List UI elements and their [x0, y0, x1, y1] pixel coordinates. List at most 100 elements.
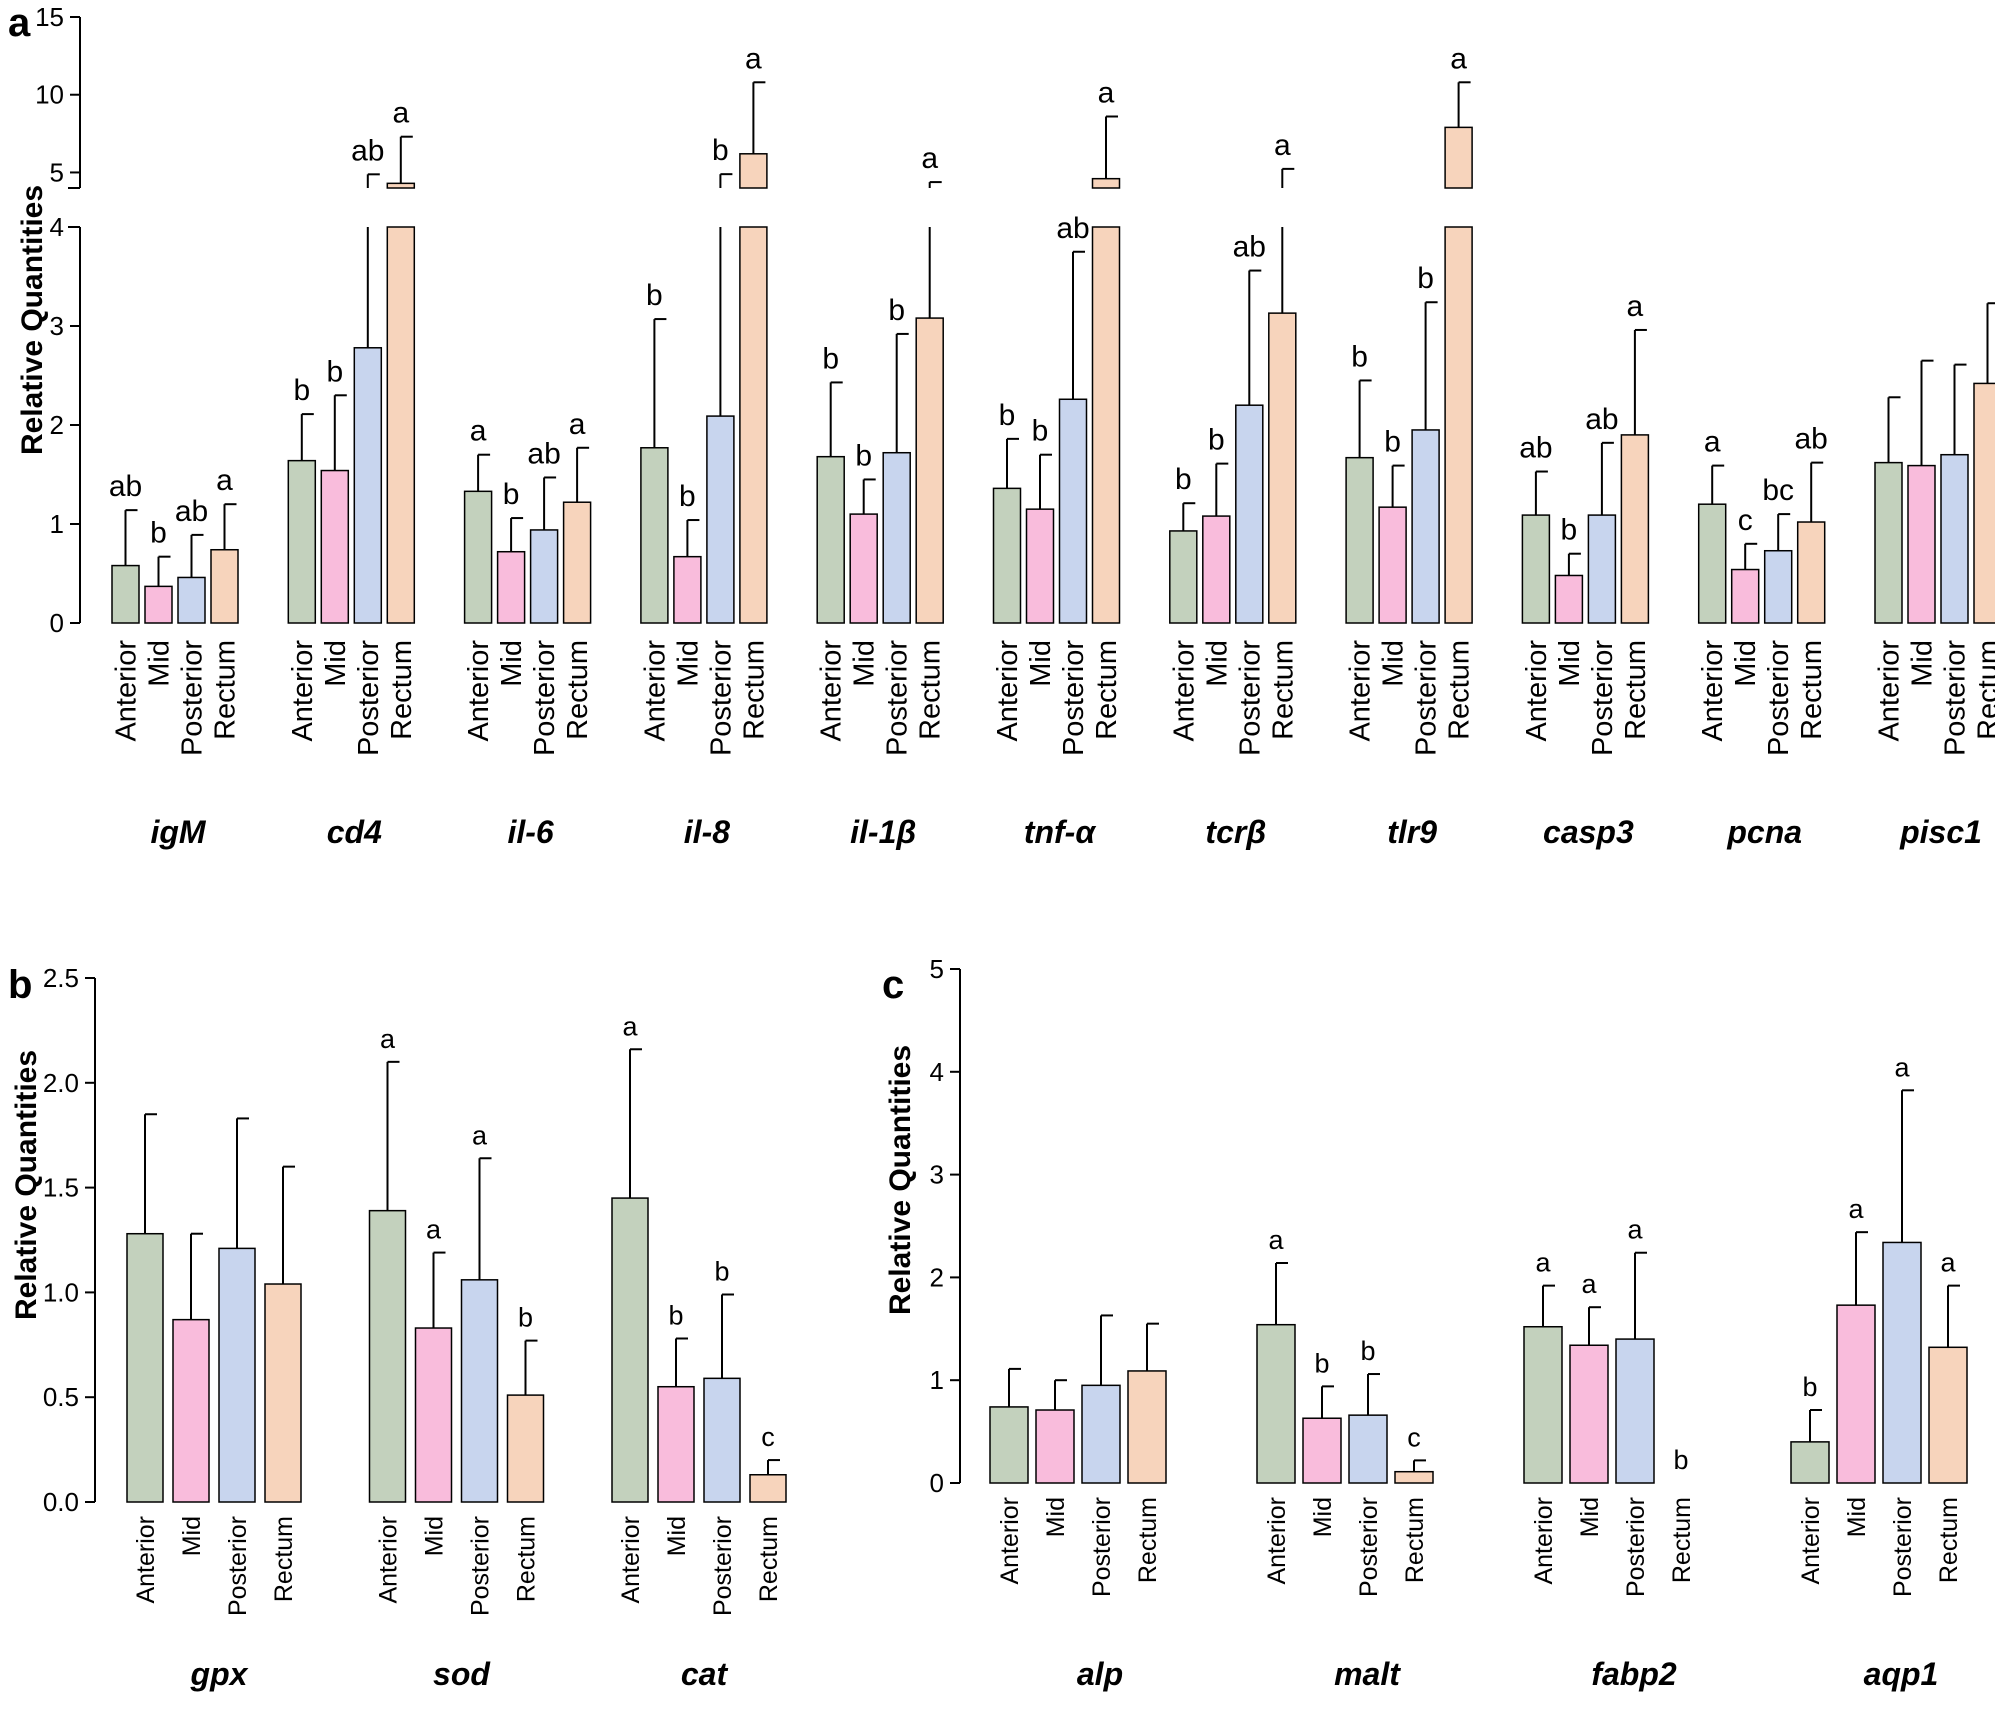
category-label-posterior: Posterior: [529, 640, 561, 756]
category-label-anterior: Anterior: [375, 1516, 403, 1604]
category-label-mid: Mid: [849, 640, 881, 687]
category-label-posterior: Posterior: [1058, 640, 1090, 756]
category-label-mid: Mid: [1907, 640, 1939, 687]
category-label-posterior: Posterior: [1587, 640, 1619, 756]
category-label-posterior: Posterior: [709, 1516, 737, 1616]
sig-label-aqp1-posterior: a: [1894, 1052, 1910, 1082]
sig-label-casp3-mid: b: [1561, 514, 1578, 547]
panel-c-y-tick-label: 4: [930, 1057, 944, 1087]
category-label-anterior: Anterior: [287, 640, 319, 742]
sig-label-il-6-mid: b: [503, 478, 520, 511]
gene-label-il-8: il-8: [684, 814, 730, 850]
sig-label-cat-anterior: a: [622, 1011, 638, 1041]
bar-pisc1-mid: [1907, 464, 1936, 624]
category-label-anterior: Anterior: [1530, 1497, 1558, 1585]
bar-cd4-posterior: [353, 347, 383, 624]
sig-label-malt-posterior: b: [1360, 1336, 1375, 1366]
sig-label-tnf-alpha-mid: b: [1032, 415, 1049, 448]
bar-il-1beta-anterior: [816, 455, 845, 624]
bar-fabp2-posterior: [1615, 1338, 1655, 1484]
sig-label-sod-anterior: a: [380, 1024, 396, 1054]
bar-pisc1-posterior: [1940, 453, 1969, 624]
bar-tcrbeta-posterior: [1235, 404, 1264, 624]
bar-igm-posterior: [177, 576, 206, 624]
bar-tnf-alpha-posterior: [1058, 398, 1088, 624]
sig-label-fabp2-mid: a: [1581, 1269, 1597, 1299]
category-label-rectum: Rectum: [915, 640, 947, 740]
bar-fabp2-mid: [1569, 1344, 1609, 1484]
sig-label-tnf-alpha-anterior: b: [999, 399, 1016, 432]
bar-cd4-rectum-upper: [386, 182, 416, 189]
category-label-rectum: Rectum: [1620, 640, 1652, 740]
bar-il-1beta-posterior: [882, 451, 911, 624]
sig-label-il-6-anterior: a: [470, 415, 487, 448]
category-label-anterior: Anterior: [1697, 640, 1729, 742]
bar-sod-rectum: [506, 1394, 545, 1503]
category-label-anterior: Anterior: [111, 640, 143, 742]
category-label-mid: Mid: [1554, 640, 1586, 687]
gene-label-igm: igM: [150, 814, 206, 850]
category-label-rectum: Rectum: [513, 1516, 541, 1602]
category-label-rectum: Rectum: [1444, 640, 1476, 740]
sig-label-aqp1-anterior: b: [1802, 1372, 1817, 1402]
bar-aqp1-mid: [1836, 1304, 1876, 1484]
panel-letter-c: c: [882, 963, 904, 1007]
sig-label-il-8-posterior: b: [712, 134, 729, 167]
sig-label-fabp2-anterior: a: [1535, 1248, 1551, 1278]
sig-label-il-1beta-mid: b: [855, 439, 872, 472]
category-label-posterior: Posterior: [1088, 1497, 1116, 1597]
sig-label-sod-rectum: b: [518, 1303, 533, 1333]
category-label-anterior: Anterior: [992, 640, 1024, 742]
bar-il-8-rectum-upper: [739, 153, 768, 189]
bar-sod-anterior: [368, 1209, 407, 1503]
category-label-anterior: Anterior: [996, 1497, 1024, 1585]
sig-label-tlr9-mid: b: [1384, 426, 1401, 459]
sig-label-cat-posterior: b: [714, 1256, 729, 1286]
sig-label-cd4-rectum: a: [392, 97, 409, 130]
sig-label-il-1beta-rectum: a: [921, 142, 938, 175]
bar-alp-posterior: [1081, 1384, 1121, 1484]
sig-label-igm-posterior: ab: [175, 495, 208, 528]
category-label-rectum: Rectum: [270, 1516, 298, 1602]
bar-tlr9-mid: [1378, 506, 1407, 624]
category-label-posterior: Posterior: [1940, 640, 1972, 756]
gene-label-aqp1: aqp1: [1864, 1656, 1939, 1692]
sig-label-igm-mid: b: [150, 517, 167, 550]
bar-igm-mid: [144, 585, 173, 624]
sig-label-il-6-rectum: a: [569, 408, 586, 441]
bar-cd4-anterior: [287, 459, 317, 624]
category-label-rectum: Rectum: [1401, 1497, 1429, 1583]
bar-casp3-rectum: [1620, 434, 1650, 624]
bar-pcna-posterior: [1763, 549, 1793, 624]
category-label-posterior: Posterior: [224, 1516, 252, 1616]
category-label-anterior: Anterior: [1345, 640, 1377, 742]
sig-label-sod-mid: a: [426, 1215, 442, 1245]
category-label-posterior: Posterior: [177, 640, 209, 756]
category-label-rectum: Rectum: [1267, 640, 1299, 740]
category-label-mid: Mid: [496, 640, 528, 687]
bar-cat-mid: [657, 1385, 695, 1503]
category-label-mid: Mid: [1378, 640, 1410, 687]
category-label-rectum: Rectum: [1134, 1497, 1162, 1583]
bar-il-8-mid: [673, 555, 702, 624]
bar-tnf-alpha-rectum-upper: [1091, 177, 1121, 189]
bar-casp3-mid: [1554, 574, 1584, 624]
category-label-posterior: Posterior: [1889, 1497, 1917, 1597]
sig-label-malt-rectum: c: [1407, 1422, 1421, 1452]
panel-a-ylabel: Relative Quantities: [16, 185, 49, 455]
panel-a-y-tick-label: 3: [50, 311, 64, 341]
category-label-anterior: Anterior: [1168, 640, 1200, 742]
category-label-mid: Mid: [1042, 1497, 1070, 1537]
gene-label-tcrbeta: tcrβ: [1205, 814, 1266, 850]
bar-casp3-posterior: [1587, 514, 1617, 624]
category-label-posterior: Posterior: [353, 640, 385, 756]
sig-label-cd4-anterior: b: [293, 374, 310, 407]
gene-label-cd4: cd4: [327, 814, 382, 850]
sig-label-il-6-posterior: ab: [527, 437, 560, 470]
category-label-mid: Mid: [672, 640, 704, 687]
gene-label-sod: sod: [433, 1656, 491, 1692]
panel-a-chart: 0123451015abAnteriorbMidabPosterioraRect…: [35, 2, 1995, 850]
bar-pisc1-anterior: [1874, 461, 1903, 624]
category-label-mid: Mid: [320, 640, 352, 687]
sig-label-pcna-anterior: a: [1704, 426, 1721, 459]
